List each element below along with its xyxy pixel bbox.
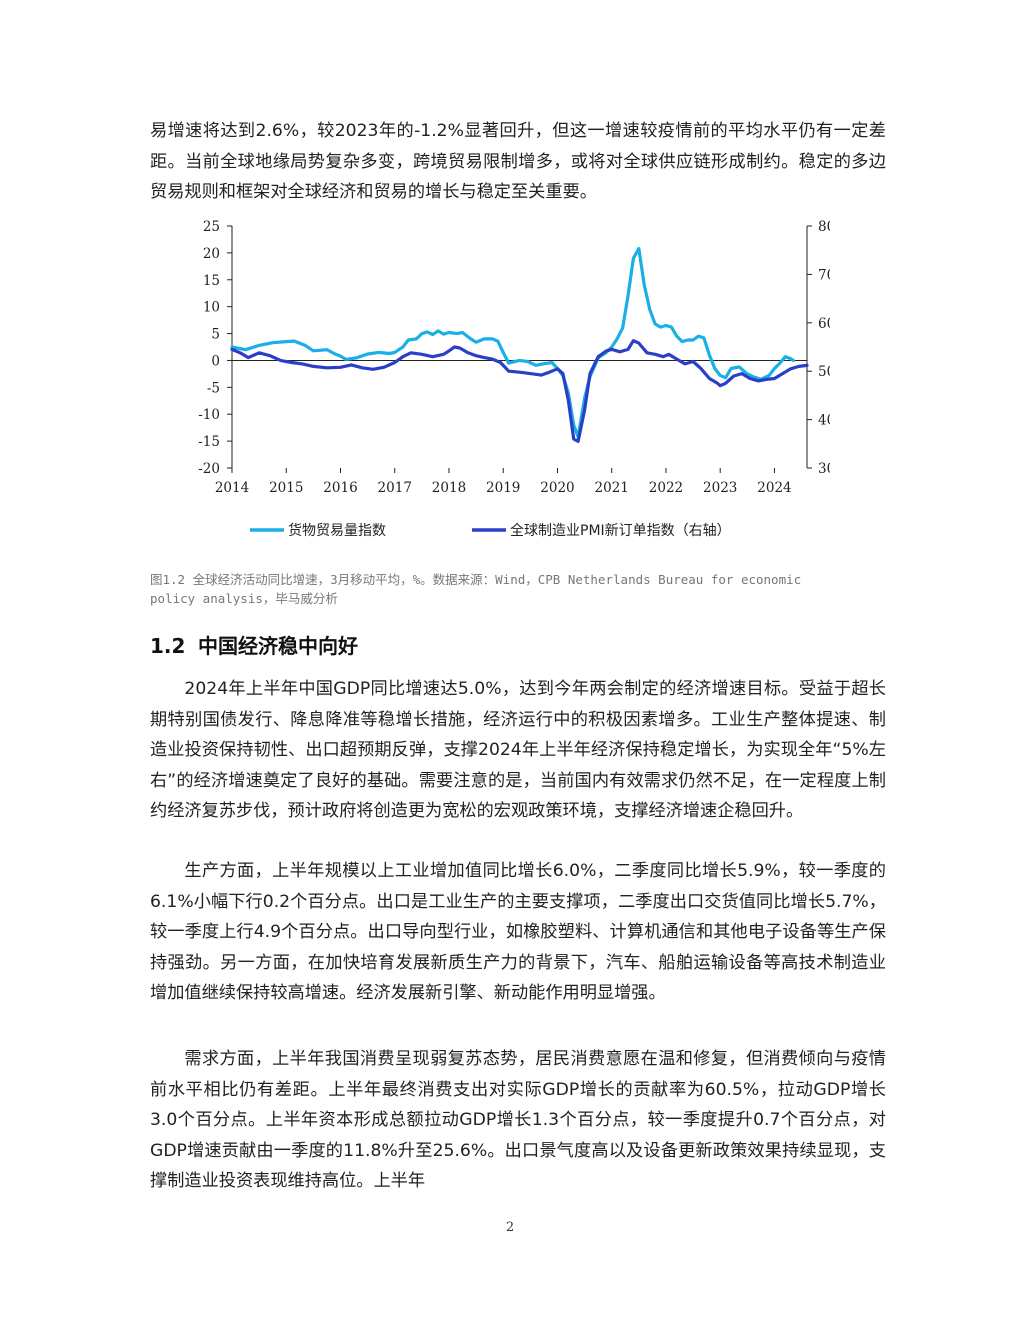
x-tick-label: 2017 [378,480,412,496]
right-tick-label: 70 [818,267,830,283]
global-activity-chart: 2520151050-5-10-15-208070605040302014201… [198,219,830,539]
right-tick-label: 60 [818,316,830,332]
section-title: 中国经济稳中向好 [198,634,358,658]
left-tick-label: 5 [211,327,220,343]
x-tick-label: 2024 [757,480,791,496]
left-tick-label: -10 [198,407,220,423]
section-number: 1.2 [150,634,186,658]
x-tick-label: 2014 [215,480,249,496]
left-tick-label: 10 [203,300,220,316]
x-tick-label: 2015 [269,480,303,496]
right-tick-label: 30 [818,461,830,477]
section-heading: 1.2 中国经济稳中向好 [150,630,358,659]
left-tick-label: -15 [198,434,220,450]
left-tick-label: -20 [198,461,220,477]
body-paragraph-1: 2024年上半年中国GDP同比增速达5.0%，达到今年两会制定的经济增速目标。受… [150,679,886,821]
body-paragraph-2: 生产方面，上半年规模以上工业增加值同比增长6.0%，二季度同比增长5.9%，较一… [150,861,886,1003]
x-tick-label: 2019 [486,480,520,496]
chart-legend: 货物贸易量指数 全球制造业PMI新订单指数（右轴） [250,522,731,539]
x-tick-label: 2023 [703,480,737,496]
x-tick-label: 2018 [432,480,466,496]
pmi-new-orders-line [230,339,809,443]
body-paragraph-3: 需求方面，上半年我国消费呈现弱复苏态势，居民消费意愿在温和修复，但消费倾向与疫情… [150,1049,886,1191]
x-tick-label: 2020 [540,480,574,496]
left-tick-label: 20 [203,246,220,262]
trade-volume-line [230,247,795,439]
x-tick-label: 2021 [595,480,629,496]
left-tick-label: 0 [211,353,220,369]
left-tick-label: 25 [203,219,220,235]
x-tick-label: 2016 [323,480,357,496]
left-tick-label: 15 [203,273,220,289]
chart-series [230,247,809,443]
right-tick-label: 40 [818,413,830,429]
right-tick-label: 50 [818,364,830,380]
legend-label-2: 全球制造业PMI新订单指数（右轴） [510,522,731,539]
page-number: 2 [505,1220,515,1235]
left-tick-label: -5 [207,380,220,396]
chart-axes: 2520151050-5-10-15-208070605040302014201… [198,219,830,496]
body-paragraph-intro: 易增速将达到2.6%，较2023年的-1.2%显著回升，但这一增速较疫情前的平均… [150,121,886,202]
x-tick-label: 2022 [649,480,683,496]
figure-caption: 图1.2 全球经济活动同比增速，3月移动平均，%。数据来源：Wind，CPB N… [150,572,802,606]
right-tick-label: 80 [818,219,830,235]
legend-label-1: 货物贸易量指数 [288,522,386,539]
